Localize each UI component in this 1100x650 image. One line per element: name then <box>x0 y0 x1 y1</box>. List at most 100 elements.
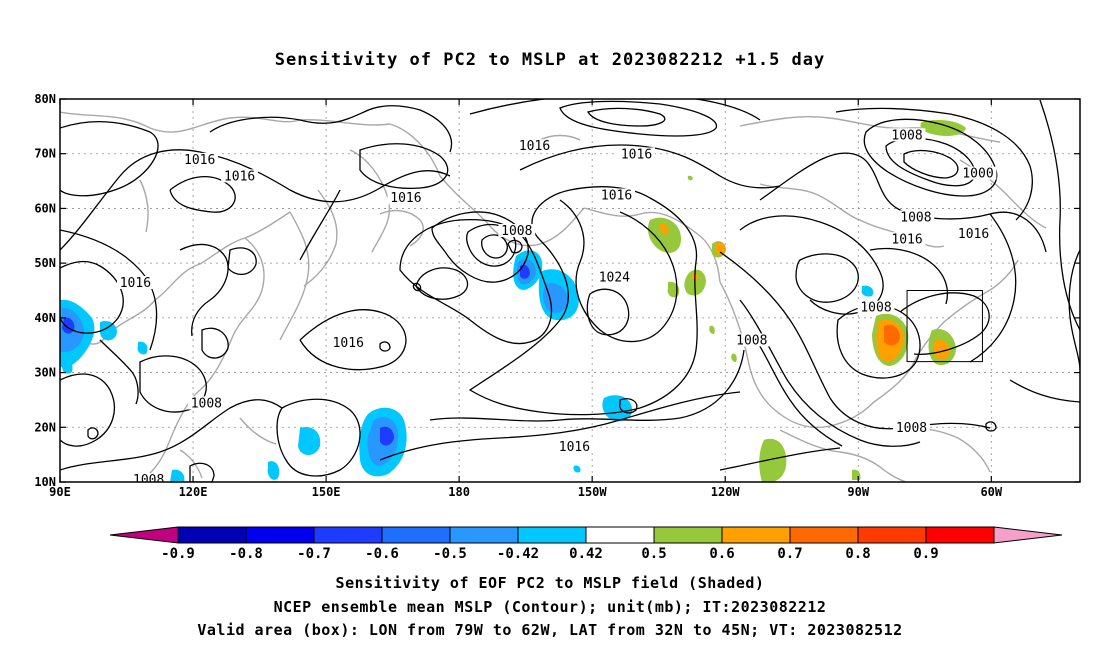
contour-label-bg <box>181 152 219 166</box>
contour-label-bg <box>888 232 926 246</box>
contour-label-bg <box>329 336 367 350</box>
contour-label-bg <box>618 147 655 161</box>
contour-label: 1016 <box>390 191 421 206</box>
lat-label: 20N <box>34 420 56 434</box>
colorbar-end-low <box>109 526 179 544</box>
lat-label: 70N <box>34 147 56 161</box>
colorbar-label: -0.42 <box>497 546 539 562</box>
contour-labels: 1016 1016 1016 1016 1016 1016 1016 1016 1016 1016… <box>116 128 997 488</box>
contour-label: 1008 <box>191 396 222 411</box>
gridlines <box>60 99 1080 482</box>
contour-label-bg <box>893 421 930 435</box>
contour-label: 1016 <box>120 276 151 291</box>
colorbar-segment <box>585 526 655 544</box>
contour-label-bg <box>595 270 633 284</box>
colorbar-label: 0.42 <box>569 546 603 562</box>
caption-valid-area: Valid area (box): LON from 79W to 62W, L… <box>197 621 903 639</box>
colorbar-label: 0.9 <box>913 546 938 562</box>
colorbar-segment <box>857 526 927 544</box>
colorbar-segment <box>313 526 383 544</box>
valid-area-box <box>906 290 983 363</box>
colorbar-segment <box>245 526 315 544</box>
contour-label: 1016 <box>621 147 652 162</box>
colorbar-segment <box>381 526 451 544</box>
plot-frame <box>59 98 1081 483</box>
map-plot-area: 1016 1016 1016 1016 1016 1016 1016 1016 1016 1016… <box>60 99 1080 488</box>
contour-label: 1008 <box>860 301 891 316</box>
colorbar-label: -0.8 <box>229 546 263 562</box>
lat-label: 10N <box>34 475 56 489</box>
caption-contour: NCEP ensemble mean MSLP (Contour); unit(… <box>273 598 827 616</box>
colorbar-label: 0.5 <box>641 546 666 562</box>
colorbar-segment <box>177 526 247 544</box>
contour-label: 1008 <box>133 473 164 488</box>
contour-label: 1008 <box>891 128 922 143</box>
latitude-labels: 80N 70N 60N 50N 40N 30N 20N 10N <box>34 92 56 489</box>
lon-label: 120E <box>179 485 208 499</box>
contour-label-bg <box>959 166 997 180</box>
lon-label: 90W <box>847 485 869 499</box>
lat-label: 50N <box>34 256 56 270</box>
contour-label: 1016 <box>958 227 989 242</box>
contour-label-bg <box>598 188 635 202</box>
caption-shading: Sensitivity of EOF PC2 to MSLP field (Sh… <box>335 574 765 592</box>
contour-label: 1016 <box>333 336 364 351</box>
contour-label-bg <box>387 191 425 205</box>
lat-label: 60N <box>34 201 56 215</box>
lon-label: 150E <box>312 485 341 499</box>
contour-label-bg <box>857 300 895 314</box>
lon-label: 120W <box>711 485 741 499</box>
shading-negative-stronger <box>62 264 530 446</box>
contour-label-bg <box>130 473 168 482</box>
colorbar-segment <box>517 526 587 544</box>
colorbar-segment <box>653 526 723 544</box>
contour-label: 1016 <box>519 139 550 154</box>
contour-label: 1000 <box>962 167 993 182</box>
contour-label-bg <box>897 210 935 224</box>
colorbar-segment <box>789 526 859 544</box>
lat-label: 40N <box>34 311 56 325</box>
contour-label: 1016 <box>559 440 590 455</box>
axis-ticks <box>59 98 1080 483</box>
colorbar-label: -0.5 <box>433 546 467 562</box>
contour-label-bg <box>556 440 593 454</box>
contour-label-bg <box>516 139 553 153</box>
colorbar-labels: -0.9 -0.8 -0.7 -0.6 -0.5 -0.42 0.42 0.5 0.6 0.7 0.… <box>161 546 939 562</box>
contour-label-bg <box>498 224 536 238</box>
colorbar-label: 0.8 <box>845 546 870 562</box>
sensitivity-shading <box>60 120 966 482</box>
contour-label-bg <box>733 333 771 347</box>
shading-positive-stronger <box>884 324 900 346</box>
colorbar <box>109 526 1063 544</box>
lat-label: 80N <box>34 92 56 106</box>
contour-label: 1008 <box>501 224 532 239</box>
lon-label: 60W <box>980 485 1002 499</box>
colorbar-label: -0.7 <box>297 546 331 562</box>
contour-label: 1016 <box>601 188 632 203</box>
contour-label: 1008 <box>896 421 927 436</box>
mslp-contours <box>60 99 1080 482</box>
colorbar-segment <box>925 526 995 544</box>
colorbar-label: -0.6 <box>365 546 399 562</box>
contour-label: 1016 <box>891 232 922 247</box>
lat-label: 30N <box>34 366 56 380</box>
longitude-labels: 90E 120E 150E 180 150W 120W 90W 60W <box>49 485 1003 499</box>
contour-label: 1024 <box>599 271 630 286</box>
lon-label: 180 <box>448 485 470 499</box>
contour-label-bg <box>116 276 154 290</box>
contour-label-bg <box>888 128 926 142</box>
colorbar-label: 0.7 <box>777 546 802 562</box>
contour-label: 1016 <box>184 153 215 168</box>
contour-label: 1016 <box>224 169 255 184</box>
contour-label: 1008 <box>736 333 767 348</box>
map-title: Sensitivity of PC2 to MSLP at 2023082212… <box>274 50 826 70</box>
lon-label: 90E <box>49 485 71 499</box>
colorbar-label: 0.6 <box>709 546 734 562</box>
colorbar-segment <box>449 526 519 544</box>
contour-label-bg <box>187 396 225 410</box>
contour-label: 1008 <box>900 210 931 225</box>
colorbar-label: -0.9 <box>161 546 195 562</box>
colorbar-end-high <box>993 526 1063 544</box>
shading-negative <box>60 250 874 482</box>
